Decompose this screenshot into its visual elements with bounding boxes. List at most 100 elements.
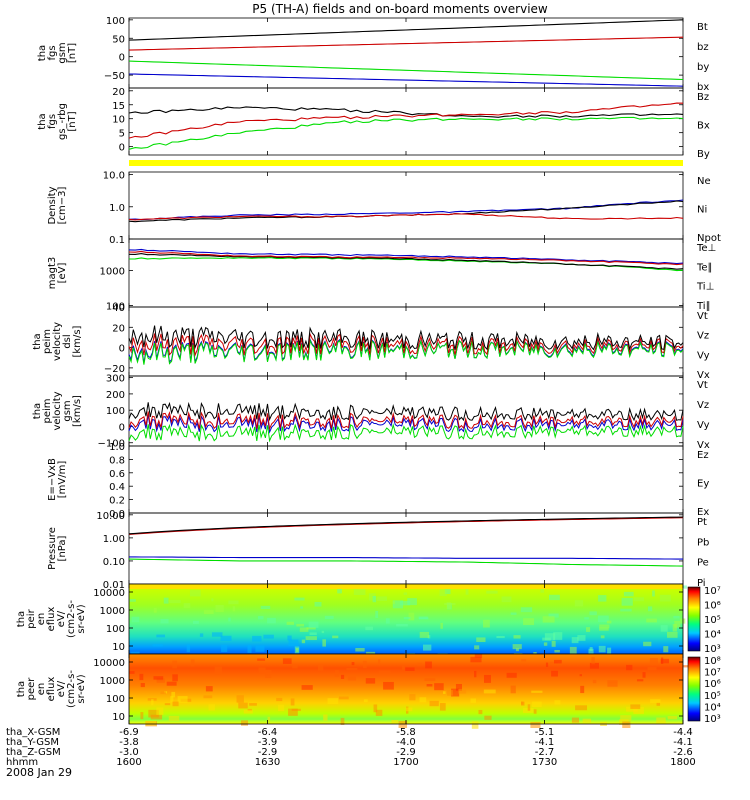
y-axis-label: [km/s] [72, 395, 83, 427]
heatmap-cell [630, 704, 641, 709]
heatmap-cell [199, 633, 204, 637]
heatmap-cell [600, 635, 605, 639]
series-line-bx [128, 73, 684, 87]
heatmap-cell [160, 618, 169, 624]
heatmap-cell [673, 615, 680, 619]
heatmap-cell [592, 679, 597, 684]
heatmap-cell [426, 684, 433, 687]
y-tick-label: 0 [119, 53, 125, 64]
series-line-Ti⊥ [128, 248, 684, 265]
heatmap-cell [153, 676, 164, 680]
y-tick-label: 0 [119, 422, 125, 433]
legend-bx: bx [697, 82, 709, 93]
panel-frame [128, 17, 684, 89]
heatmap-cell [425, 661, 432, 669]
legend-Bt: Bt [697, 22, 708, 33]
x-row-label: hhmm [6, 757, 38, 768]
y-axis-label: eflux [46, 677, 57, 702]
heatmap-cell [308, 621, 319, 628]
heatmap-cell [521, 701, 525, 706]
heatmap-cell [588, 648, 594, 656]
heatmap-cell [465, 588, 469, 595]
heatmap-cell [646, 618, 657, 623]
heatmap-cell [278, 704, 285, 712]
date-label: 2008 Jan 29 [6, 766, 72, 779]
colorbar-tick-label: 10⁴ [704, 702, 721, 713]
heatmap-cell [660, 658, 670, 664]
heatmap-cell [391, 719, 399, 724]
heatmap-cell [483, 689, 496, 694]
heatmap-cell [642, 672, 646, 678]
y-tick-label: 0.4 [109, 482, 125, 493]
heatmap-cell [324, 615, 334, 620]
colorbar-tick-label: 10⁵ [704, 615, 721, 626]
heatmap-cell [215, 604, 224, 612]
heatmap-cell [622, 721, 631, 729]
heatmap-cell [439, 589, 447, 597]
panel-fgs-gsm: 100 50 0 −50 tha fgs gsm [nT] Bt bz by bx [37, 16, 709, 93]
heatmap-cell [403, 592, 408, 595]
heatmap-cell [153, 607, 157, 613]
y-axis-label: fgs [47, 45, 58, 60]
x-tick-label: -4.0 [396, 737, 416, 748]
chart-title: P5 (TH-A) fields and on-board moments ov… [252, 2, 548, 16]
heatmap-cell [208, 704, 215, 711]
heatmap-cell [647, 667, 657, 671]
heatmap-cell [214, 666, 222, 675]
heatmap-cell [598, 595, 607, 602]
heatmap-cell [373, 704, 378, 713]
heatmap-cell [156, 634, 166, 638]
heatmap-cell [544, 633, 556, 641]
heatmap-cell [169, 600, 181, 604]
x-tick-label: -3.0 [119, 747, 139, 758]
colorbar-tick-label: 10⁷ [704, 586, 721, 597]
x-tick-label: 1700 [393, 757, 418, 768]
heatmap-cell [577, 635, 586, 641]
heatmap-cell [470, 656, 482, 663]
series-line-Vt [128, 325, 684, 351]
x-tick-label: -3.8 [119, 737, 139, 748]
heatmap-cell [532, 701, 542, 708]
panel-peir-en-eflux: 10⁷ 10⁶ 10⁵ 10⁴ 10³ 10000 1000 100 10 tha peir en ef… [16, 583, 721, 660]
heatmap-cell [424, 678, 436, 681]
series-line-Vz [128, 411, 684, 431]
heatmap-cell [378, 659, 381, 665]
x-tick-label: -4.1 [535, 737, 555, 748]
panel-density: 10.0 1.0 0.1 Density [cm−3] Ne Ni Npot [47, 171, 721, 246]
colorbar-tick-label: 10⁷ [704, 668, 721, 679]
heatmap-cell [626, 664, 633, 671]
y-tick-label: 1000 [100, 676, 125, 687]
series-line-Ti∥ [128, 257, 684, 272]
y-axis-label: [nT] [67, 111, 78, 131]
heatmap-cell [186, 644, 191, 653]
y-tick-label: 1.00 [103, 534, 125, 545]
heatmap-cell [606, 620, 612, 624]
heatmap-cell [267, 716, 271, 722]
y-tick-label: 10 [112, 115, 125, 126]
y-tick-label: 100 [106, 16, 125, 27]
y-axis-label: (cm2-s- [66, 670, 77, 708]
heatmap-cell [221, 645, 228, 652]
heatmap-cell [396, 623, 408, 627]
legend-Bz: Bz [697, 92, 709, 103]
heatmap-cell [392, 600, 404, 609]
heatmap-cell [419, 697, 427, 703]
legend-Te∥: Te∥ [696, 262, 713, 273]
heatmap-cell [151, 699, 154, 706]
heatmap-cell [405, 707, 413, 712]
heatmap-cell [346, 667, 358, 671]
y-tick-label: 300 [106, 374, 125, 385]
y-axis-label: gsm [62, 400, 73, 421]
y-tick-label: 0.8 [109, 455, 125, 466]
heatmap-cell [591, 657, 595, 665]
legend-By: By [697, 149, 710, 160]
legend-bz: bz [697, 42, 709, 53]
legend-Bx: Bx [697, 121, 710, 132]
y-axis-label: [nPa] [57, 535, 68, 561]
legend-Ti∥: Ti∥ [696, 301, 711, 312]
y-axis-label: tha [37, 113, 48, 129]
heatmap-cell [177, 696, 188, 703]
legend-Ez: Ez [697, 450, 709, 461]
heatmap-cell [483, 619, 490, 628]
heatmap-cell [643, 641, 652, 647]
